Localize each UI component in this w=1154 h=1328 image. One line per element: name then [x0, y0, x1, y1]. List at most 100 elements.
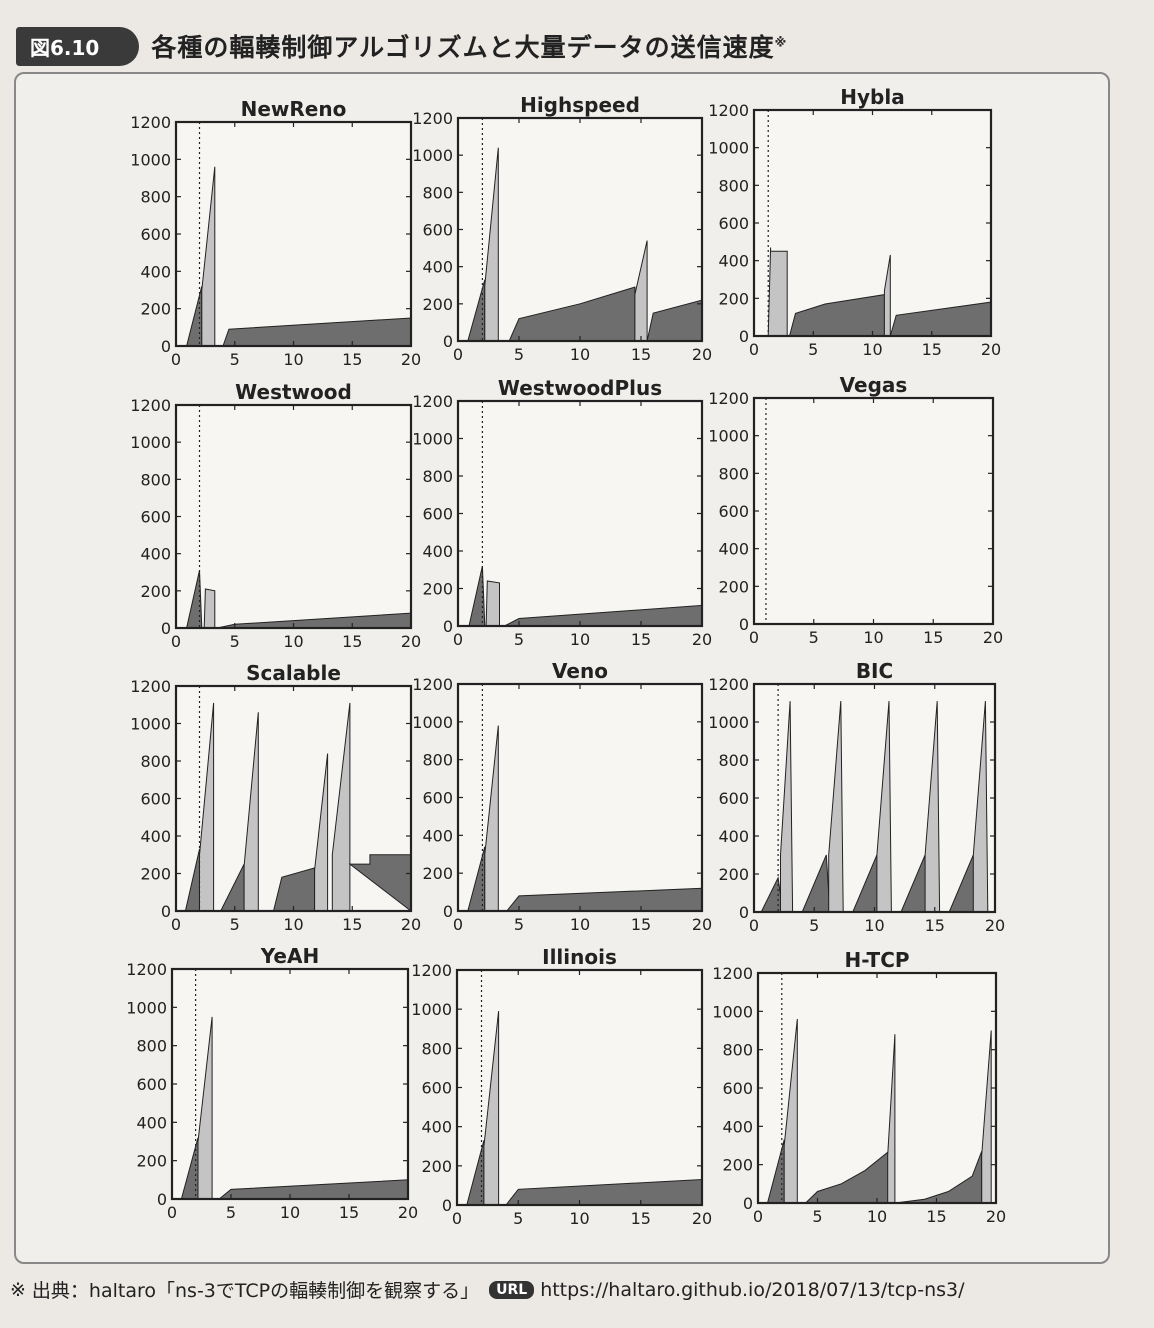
- y-tick-label: 0: [161, 337, 171, 356]
- y-tick-label: 600: [718, 789, 749, 808]
- x-tick-label: 15: [631, 630, 651, 649]
- y-tick-label: 800: [421, 1039, 452, 1058]
- y-tick-label: 0: [157, 1190, 167, 1209]
- y-tick-label: 1200: [412, 675, 453, 694]
- x-tick-label: 0: [749, 628, 759, 647]
- x-tick-label: 10: [862, 340, 882, 359]
- x-tick-label: 5: [226, 1203, 236, 1222]
- x-tick-label: 10: [569, 1209, 589, 1228]
- x-tick-label: 0: [171, 632, 181, 651]
- chart-panel: 0 200 400 600 800 1000 1200 0 5 10 15 20 H-TCP: [712, 948, 1006, 1226]
- y-tick-label: 400: [718, 252, 749, 271]
- x-tick-label: 0: [167, 1203, 177, 1222]
- chart-title: Veno: [552, 659, 608, 683]
- figure-header: 図6.10 各種の輻輳制御アルゴリズムと大量データの送信速度※: [16, 26, 787, 66]
- y-tick-label: 400: [140, 545, 171, 564]
- chart-panel: 0 200 400 600 800 1000 1200 0 5 10 15 20 BIC: [708, 659, 1005, 935]
- y-tick-label: 1000: [708, 139, 749, 158]
- x-tick-label: 0: [749, 340, 759, 359]
- y-tick-label: 800: [718, 176, 749, 195]
- x-tick-label: 20: [985, 916, 1005, 935]
- y-tick-label: 400: [422, 258, 453, 277]
- y-tick-label: 1000: [412, 146, 453, 165]
- x-tick-label: 20: [692, 345, 712, 364]
- area-series: [203, 588, 216, 629]
- y-tick-label: 400: [140, 262, 171, 281]
- chart-title: NewReno: [241, 97, 347, 121]
- x-tick-label: 15: [342, 632, 362, 651]
- x-tick-label: 5: [514, 630, 524, 649]
- url-badge: URL: [489, 1280, 535, 1299]
- figure-number-badge: 図6.10: [16, 26, 140, 66]
- y-tick-label: 1000: [412, 713, 453, 732]
- y-tick-label: 1200: [708, 675, 749, 694]
- x-tick-label: 5: [809, 916, 819, 935]
- footnote-url[interactable]: https://haltaro.github.io/2018/07/13/tcp…: [540, 1278, 965, 1301]
- y-tick-label: 800: [136, 1037, 167, 1056]
- y-tick-label: 1200: [411, 961, 452, 980]
- y-tick-label: 0: [739, 903, 749, 922]
- y-tick-label: 800: [140, 470, 171, 489]
- y-tick-label: 1200: [708, 101, 749, 120]
- x-tick-label: 15: [631, 345, 651, 364]
- y-tick-label: 0: [161, 619, 171, 638]
- x-tick-label: 15: [926, 1207, 946, 1226]
- x-tick-label: 0: [453, 630, 463, 649]
- x-tick-label: 20: [986, 1207, 1006, 1226]
- chart-panel: 0 200 400 600 800 1000 1200 0 5 10 15 20 Vegas: [708, 373, 1003, 647]
- chart-title: YeAH: [260, 944, 319, 968]
- chart-title: Illinois: [542, 945, 617, 969]
- y-tick-label: 800: [140, 188, 171, 207]
- y-tick-label: 1000: [412, 430, 453, 449]
- y-tick-label: 1200: [712, 964, 753, 983]
- y-tick-label: 600: [422, 221, 453, 240]
- y-tick-label: 600: [718, 502, 749, 521]
- y-tick-label: 400: [718, 827, 749, 846]
- y-tick-label: 400: [422, 826, 453, 845]
- chart-title: WestwoodPlus: [498, 376, 662, 400]
- x-tick-label: 5: [513, 1209, 523, 1228]
- footnote-mark: ※: [10, 1278, 26, 1301]
- y-tick-label: 0: [442, 1196, 452, 1215]
- chart-panel: 0 200 400 600 800 1000 1200 0 5 10 15 20 Veno: [412, 659, 712, 934]
- x-tick-label: 10: [570, 630, 590, 649]
- y-tick-label: 800: [422, 467, 453, 486]
- x-tick-label: 20: [692, 630, 712, 649]
- y-tick-label: 1200: [130, 113, 171, 132]
- x-tick-label: 15: [923, 628, 943, 647]
- y-tick-label: 600: [140, 225, 171, 244]
- y-tick-label: 200: [422, 864, 453, 883]
- chart-panel: 0 200 400 600 800 1000 1200 0 5 10 15 20 YeAH: [126, 944, 418, 1222]
- y-tick-label: 200: [140, 865, 171, 884]
- x-tick-label: 5: [514, 345, 524, 364]
- y-tick-label: 800: [718, 464, 749, 483]
- y-tick-label: 1200: [126, 960, 167, 979]
- y-tick-label: 400: [136, 1113, 167, 1132]
- x-tick-label: 10: [283, 632, 303, 651]
- x-tick-label: 5: [514, 915, 524, 934]
- footnote: ※ 出典：haltaro「ns-3でTCPの輻輳制御を観察する」 URL htt…: [10, 1276, 965, 1303]
- y-tick-label: 0: [443, 617, 453, 636]
- x-tick-label: 10: [867, 1207, 887, 1226]
- y-tick-label: 600: [140, 508, 171, 527]
- y-tick-label: 1200: [708, 389, 749, 408]
- chart-panel: 0 200 400 600 800 1000 1200 0 5 10 15 20 NewReno: [130, 97, 421, 369]
- chart-panel: 0 200 400 600 800 1000 1200 0 5 10 15 20 Illinois: [411, 945, 712, 1228]
- y-tick-label: 200: [718, 289, 749, 308]
- y-tick-label: 400: [722, 1117, 753, 1136]
- x-tick-label: 15: [342, 915, 362, 934]
- chart-panel: 0 200 400 600 800 1000 1200 0 5 10 15 20 Westwood: [130, 380, 421, 651]
- y-tick-label: 1000: [130, 715, 171, 734]
- x-tick-label: 20: [981, 340, 1001, 359]
- y-tick-label: 200: [422, 580, 453, 599]
- y-tick-label: 200: [718, 865, 749, 884]
- x-tick-label: 0: [452, 1209, 462, 1228]
- x-tick-label: 20: [692, 915, 712, 934]
- y-tick-label: 200: [421, 1157, 452, 1176]
- x-tick-label: 0: [171, 350, 181, 369]
- y-tick-label: 1000: [130, 433, 171, 452]
- y-tick-label: 400: [422, 542, 453, 561]
- area-series: [767, 247, 788, 337]
- chart-title: BIC: [856, 659, 893, 683]
